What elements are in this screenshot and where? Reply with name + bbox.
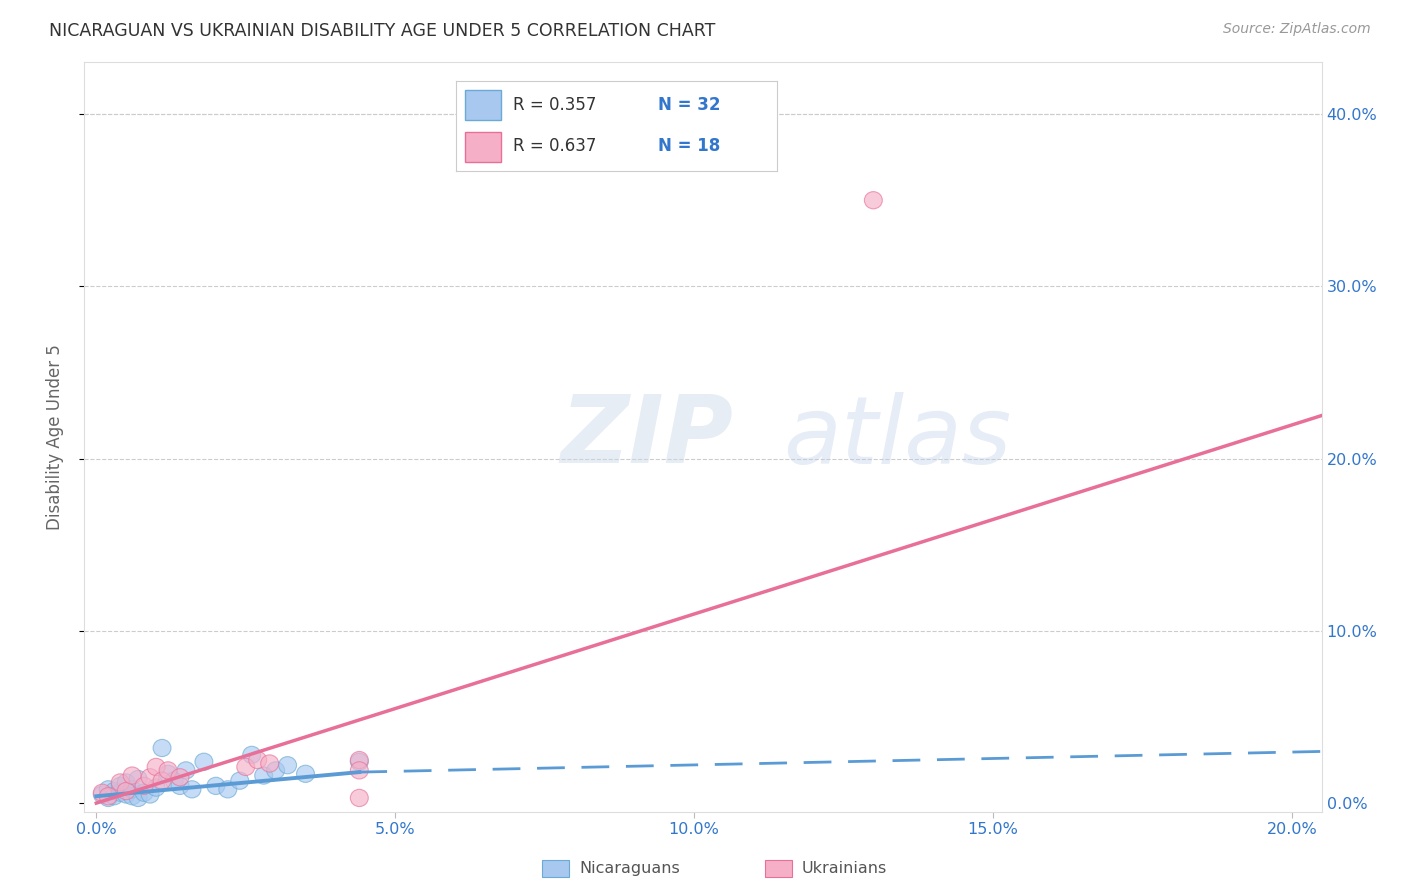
Ellipse shape	[249, 751, 267, 769]
Ellipse shape	[111, 784, 129, 801]
Ellipse shape	[100, 789, 117, 806]
Ellipse shape	[124, 788, 141, 805]
Ellipse shape	[148, 779, 165, 797]
Ellipse shape	[159, 762, 177, 779]
Ellipse shape	[135, 777, 153, 795]
Ellipse shape	[124, 767, 141, 784]
Ellipse shape	[100, 788, 117, 805]
Y-axis label: Disability Age Under 5: Disability Age Under 5	[45, 344, 63, 530]
Ellipse shape	[105, 782, 124, 799]
Ellipse shape	[231, 772, 249, 789]
Ellipse shape	[93, 784, 111, 801]
Text: ZIP: ZIP	[561, 391, 734, 483]
Ellipse shape	[153, 739, 172, 756]
Ellipse shape	[172, 769, 188, 786]
Ellipse shape	[350, 751, 368, 769]
Ellipse shape	[278, 756, 297, 774]
Text: Ukrainians: Ukrainians	[801, 861, 887, 876]
Ellipse shape	[117, 774, 135, 791]
Ellipse shape	[254, 767, 273, 784]
Text: NICARAGUAN VS UKRAINIAN DISABILITY AGE UNDER 5 CORRELATION CHART: NICARAGUAN VS UKRAINIAN DISABILITY AGE U…	[49, 22, 716, 40]
FancyBboxPatch shape	[543, 861, 569, 877]
Ellipse shape	[236, 758, 254, 775]
Ellipse shape	[141, 769, 159, 786]
Ellipse shape	[219, 780, 236, 798]
Ellipse shape	[129, 789, 148, 806]
FancyBboxPatch shape	[765, 861, 792, 877]
Ellipse shape	[350, 789, 368, 806]
Ellipse shape	[129, 771, 148, 788]
Ellipse shape	[159, 765, 177, 782]
Ellipse shape	[260, 755, 278, 772]
Ellipse shape	[111, 777, 129, 795]
Ellipse shape	[177, 762, 195, 779]
Ellipse shape	[117, 786, 135, 803]
Ellipse shape	[207, 777, 225, 795]
Ellipse shape	[141, 786, 159, 803]
Ellipse shape	[100, 780, 117, 798]
Ellipse shape	[135, 784, 153, 801]
Ellipse shape	[183, 780, 201, 798]
Ellipse shape	[172, 777, 188, 795]
Ellipse shape	[124, 780, 141, 798]
Ellipse shape	[195, 753, 212, 771]
Text: Source: ZipAtlas.com: Source: ZipAtlas.com	[1223, 22, 1371, 37]
Ellipse shape	[105, 788, 124, 805]
Ellipse shape	[350, 753, 368, 771]
Text: Nicaraguans: Nicaraguans	[579, 861, 681, 876]
Ellipse shape	[350, 762, 368, 779]
Ellipse shape	[148, 758, 165, 775]
Ellipse shape	[267, 762, 284, 779]
Ellipse shape	[243, 747, 260, 764]
Ellipse shape	[93, 786, 111, 803]
Ellipse shape	[117, 782, 135, 799]
Ellipse shape	[111, 774, 129, 791]
Text: atlas: atlas	[783, 392, 1012, 483]
Ellipse shape	[153, 772, 172, 789]
Ellipse shape	[865, 192, 883, 209]
Ellipse shape	[297, 765, 315, 782]
Ellipse shape	[165, 772, 183, 789]
